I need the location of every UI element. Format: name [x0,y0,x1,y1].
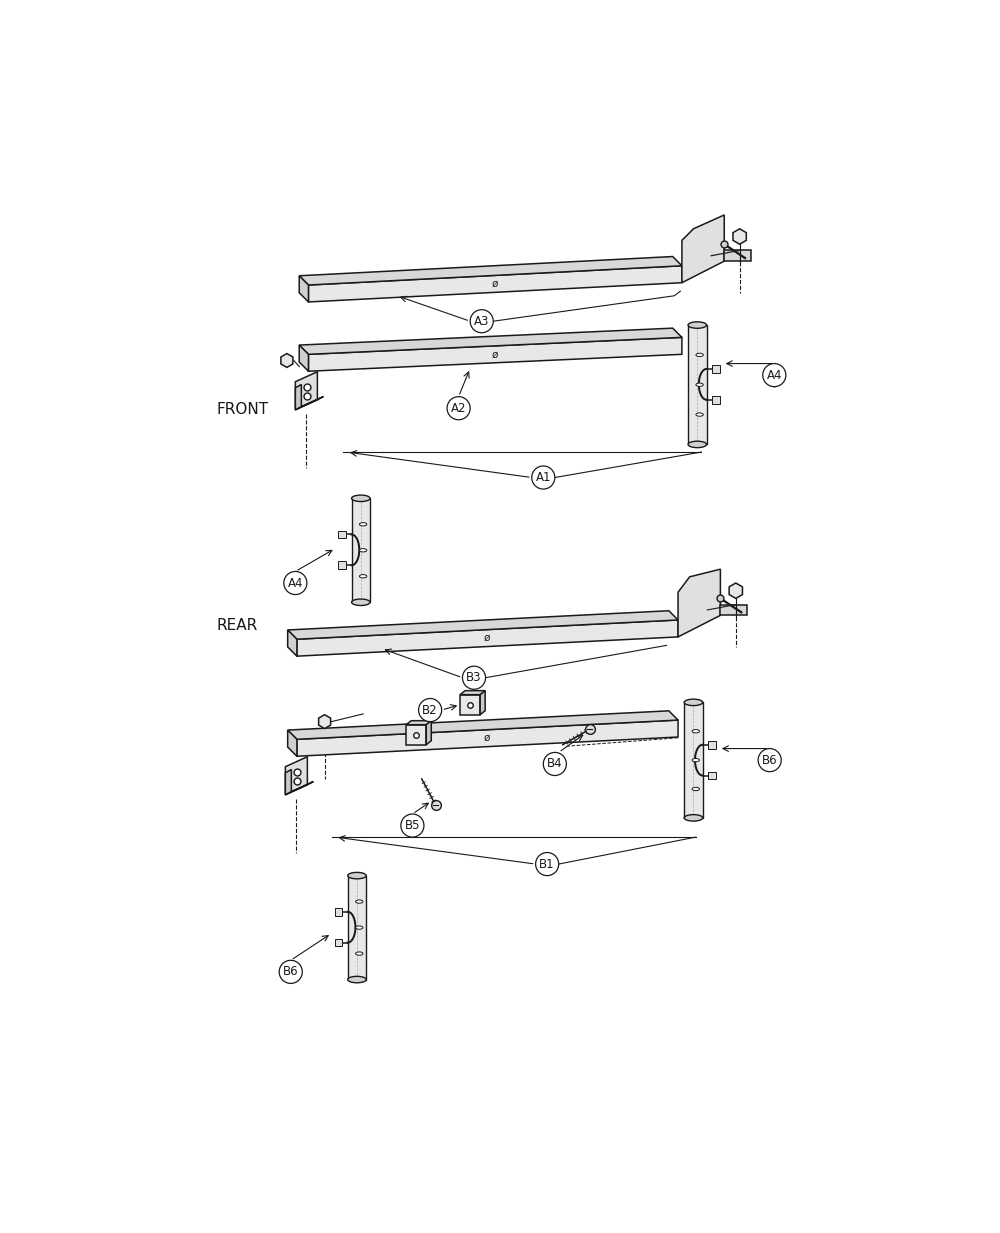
Polygon shape [338,530,346,539]
Ellipse shape [348,873,366,879]
Polygon shape [281,354,293,367]
Text: ø: ø [492,279,498,289]
Polygon shape [678,570,720,637]
Ellipse shape [684,815,703,821]
Ellipse shape [692,730,699,732]
Text: A2: A2 [451,402,466,414]
Polygon shape [352,498,370,602]
Ellipse shape [348,977,366,983]
Text: ø: ø [484,732,490,742]
Polygon shape [295,397,323,409]
Polygon shape [299,256,682,285]
Text: ø: ø [492,349,498,359]
Polygon shape [720,604,747,615]
Polygon shape [460,694,480,715]
Ellipse shape [359,523,367,526]
Ellipse shape [356,952,363,956]
Ellipse shape [688,322,707,328]
Polygon shape [335,907,342,916]
Polygon shape [338,561,346,570]
Polygon shape [708,772,716,779]
Ellipse shape [696,383,703,386]
Ellipse shape [688,441,707,448]
Circle shape [279,961,302,984]
Polygon shape [308,338,682,371]
Text: B3: B3 [466,671,482,684]
Text: B1: B1 [539,858,555,870]
Text: ø: ø [484,633,490,642]
Text: A4: A4 [288,577,303,589]
Text: B6: B6 [283,965,299,978]
Polygon shape [295,385,301,409]
Circle shape [419,699,442,721]
Text: B4: B4 [547,757,563,771]
Text: A3: A3 [474,314,489,328]
Polygon shape [733,229,746,244]
Polygon shape [460,690,485,694]
Circle shape [447,397,470,419]
Ellipse shape [359,549,367,552]
Polygon shape [297,620,678,656]
Polygon shape [288,730,297,756]
Circle shape [763,364,786,387]
Ellipse shape [359,575,367,578]
Polygon shape [288,610,678,639]
Ellipse shape [696,353,703,356]
Polygon shape [299,328,682,354]
Polygon shape [319,715,331,729]
Circle shape [543,752,566,776]
Circle shape [401,814,424,837]
Polygon shape [297,720,678,756]
Polygon shape [712,396,720,403]
Circle shape [284,571,307,594]
Text: FRONT: FRONT [216,402,268,417]
Polygon shape [724,250,751,261]
Polygon shape [684,703,703,817]
Polygon shape [708,741,716,748]
Polygon shape [688,326,707,444]
Polygon shape [426,720,431,745]
Ellipse shape [352,496,370,502]
Ellipse shape [684,699,703,705]
Polygon shape [682,215,724,282]
Polygon shape [295,371,317,409]
Polygon shape [335,938,342,947]
Polygon shape [348,875,366,979]
Text: B5: B5 [405,819,420,832]
Polygon shape [308,266,682,302]
Text: B6: B6 [762,753,777,767]
Circle shape [536,852,559,875]
Text: B2: B2 [422,704,438,716]
Polygon shape [285,757,307,795]
Polygon shape [288,630,297,656]
Polygon shape [288,711,678,740]
Text: A4: A4 [767,369,782,381]
Polygon shape [299,276,308,302]
Ellipse shape [356,900,363,904]
Polygon shape [712,365,720,372]
Circle shape [462,666,486,689]
Polygon shape [406,720,431,725]
Ellipse shape [692,758,699,762]
Ellipse shape [352,599,370,605]
Ellipse shape [356,926,363,930]
Ellipse shape [692,788,699,790]
Polygon shape [406,725,426,745]
Polygon shape [285,782,313,795]
Polygon shape [299,345,308,371]
Ellipse shape [696,413,703,417]
Text: REAR: REAR [216,618,257,633]
Circle shape [470,309,493,333]
Polygon shape [285,769,291,795]
Polygon shape [480,690,485,715]
Polygon shape [729,583,742,598]
Circle shape [758,748,781,772]
Circle shape [532,466,555,490]
Text: A1: A1 [536,471,551,485]
